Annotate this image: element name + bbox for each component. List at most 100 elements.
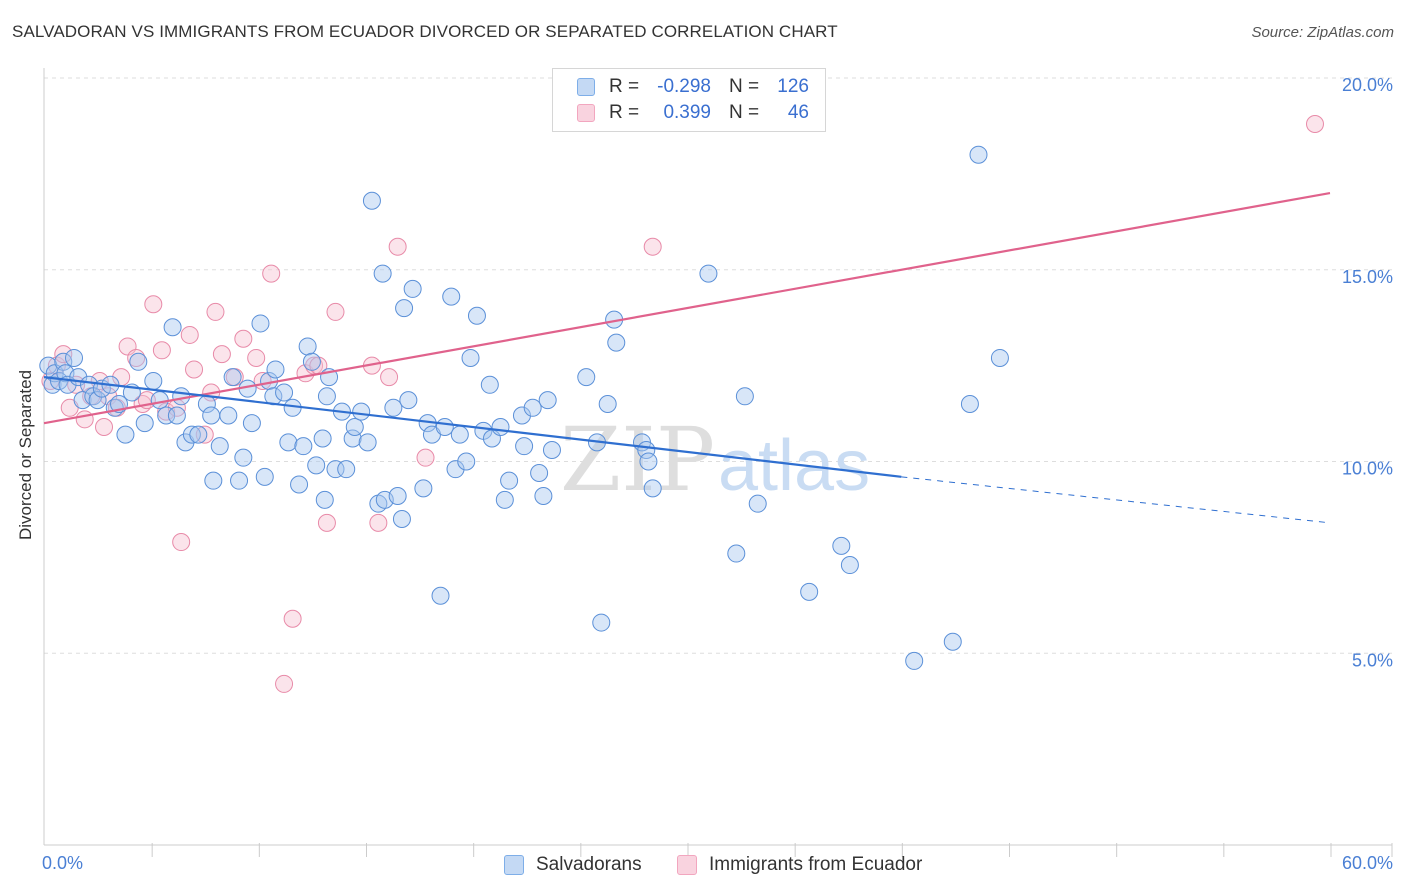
- point-salvadoran: [65, 348, 84, 367]
- grid-lines: [44, 77, 1392, 654]
- point-salvadoran: [167, 406, 186, 425]
- legend-item-salvadorans: Salvadorans: [504, 851, 642, 879]
- point-salvadoran: [219, 406, 238, 425]
- legend-label-salvadorans: Salvadorans: [536, 854, 642, 875]
- point-salvadoran: [345, 417, 364, 436]
- point-salvadoran: [182, 425, 201, 444]
- point-ecuador: [283, 609, 302, 628]
- point-salvadoran: [446, 460, 465, 479]
- point-salvadoran: [735, 387, 754, 406]
- legend-swatch-blue: [504, 855, 524, 875]
- chart-title: SALVADORAN VS IMMIGRANTS FROM ECUADOR DI…: [12, 22, 838, 41]
- point-salvadoran: [495, 490, 514, 509]
- y-axis-label: Divorced or Separated: [16, 369, 35, 541]
- point-salvadoran: [500, 471, 519, 490]
- series-salvadorans-points: [39, 145, 1009, 670]
- watermark: ZIP atlas: [560, 408, 870, 511]
- point-ecuador: [262, 264, 281, 283]
- point-salvadoran: [223, 368, 242, 387]
- point-salvadoran: [230, 471, 249, 490]
- trend-line-salvadorans-extension: [901, 476, 1331, 524]
- point-salvadoran: [302, 352, 321, 371]
- point-salvadoran: [960, 394, 979, 413]
- point-ecuador: [172, 533, 191, 552]
- point-salvadoran: [73, 391, 92, 410]
- point-salvadoran: [969, 145, 988, 164]
- source-label: Source: ZipAtlas.com: [1251, 24, 1394, 41]
- point-salvadoran: [542, 440, 561, 459]
- x-tick-label: 60.0%: [1342, 853, 1393, 873]
- r-label: R =: [609, 102, 640, 123]
- point-salvadoran: [313, 429, 332, 448]
- point-salvadoran: [534, 487, 553, 506]
- point-salvadoran: [403, 279, 422, 298]
- point-salvadoran: [461, 348, 480, 367]
- point-salvadoran: [607, 333, 626, 352]
- point-ecuador: [54, 345, 73, 364]
- point-salvadoran: [639, 452, 658, 471]
- trend-lines: [43, 191, 1331, 524]
- y-tick-label: 15.0%: [1342, 267, 1393, 287]
- n-value: 126: [777, 76, 809, 97]
- point-salvadoran: [395, 299, 414, 318]
- point-salvadoran: [210, 437, 229, 456]
- legend-row-salvadorans: R = -0.298 N = 126: [577, 74, 809, 100]
- point-ecuador: [388, 237, 407, 256]
- point-salvadoran: [388, 487, 407, 506]
- point-salvadoran: [234, 448, 253, 467]
- point-salvadoran: [116, 425, 135, 444]
- point-salvadoran: [943, 632, 962, 651]
- n-value: 46: [787, 102, 809, 123]
- point-salvadoran: [294, 437, 313, 456]
- axes: [43, 68, 1393, 857]
- point-salvadoran: [643, 479, 662, 498]
- point-ecuador: [212, 345, 231, 364]
- point-salvadoran: [491, 417, 510, 436]
- point-salvadoran: [39, 356, 58, 375]
- point-salvadoran: [255, 467, 274, 486]
- point-ecuador: [380, 368, 399, 387]
- legend-row-ecuador: R = 0.399 N = 46: [577, 100, 809, 126]
- n-label: N =: [729, 76, 760, 97]
- point-salvadoran: [699, 264, 718, 283]
- point-salvadoran: [832, 536, 851, 555]
- point-salvadoran: [442, 287, 461, 306]
- point-salvadoran: [431, 586, 450, 605]
- point-salvadoran: [352, 402, 371, 421]
- point-salvadoran: [399, 391, 418, 410]
- point-ecuador: [206, 302, 225, 321]
- point-salvadoran: [538, 391, 557, 410]
- legend-stats: R = -0.298 N = 126 R = 0.399 N = 46: [552, 68, 826, 132]
- r-value: -0.298: [657, 76, 711, 97]
- point-ecuador: [247, 348, 266, 367]
- point-salvadoran: [905, 651, 924, 670]
- point-salvadoran: [450, 425, 469, 444]
- point-salvadoran: [189, 425, 208, 444]
- point-ecuador: [326, 302, 345, 321]
- legend-item-ecuador: Immigrants from Ecuador: [677, 851, 922, 879]
- point-salvadoran: [598, 394, 617, 413]
- y-tick-label: 5.0%: [1352, 650, 1393, 670]
- point-ecuador: [152, 341, 171, 360]
- point-salvadoran: [317, 387, 336, 406]
- point-salvadoran: [144, 371, 163, 390]
- point-salvadoran: [592, 613, 611, 632]
- r-value: 0.399: [663, 102, 711, 123]
- point-salvadoran: [515, 437, 534, 456]
- point-salvadoran: [266, 360, 285, 379]
- point-salvadoran: [275, 383, 294, 402]
- point-ecuador: [144, 295, 163, 314]
- point-salvadoran: [457, 452, 476, 471]
- point-salvadoran: [129, 352, 148, 371]
- y-tick-label: 20.0%: [1342, 75, 1393, 95]
- point-salvadoran: [362, 191, 381, 210]
- point-salvadoran: [290, 475, 309, 494]
- point-salvadoran: [326, 460, 345, 479]
- legend-series: Salvadorans Immigrants from Ecuador: [0, 851, 1406, 879]
- point-salvadoran: [800, 582, 819, 601]
- point-salvadoran: [88, 391, 107, 410]
- point-salvadoran: [251, 314, 270, 333]
- y-tick-labels: 5.0% 10.0% 15.0% 20.0%: [1342, 75, 1393, 670]
- point-salvadoran: [172, 387, 191, 406]
- point-salvadoran: [480, 375, 499, 394]
